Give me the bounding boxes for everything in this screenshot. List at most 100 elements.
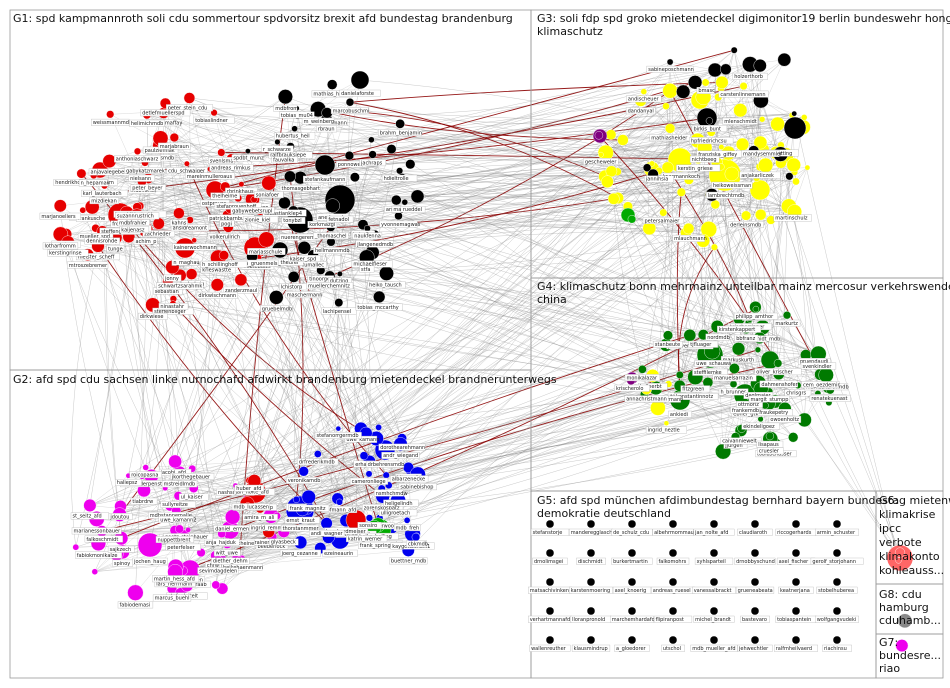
node-g4 bbox=[663, 420, 670, 426]
label-box bbox=[301, 117, 335, 125]
node-label-g2: nuppettbrent bbox=[155, 536, 194, 543]
label-box bbox=[711, 181, 753, 189]
label-box bbox=[271, 156, 299, 164]
node-g4 bbox=[638, 364, 647, 374]
node-g3 bbox=[676, 84, 691, 99]
node-label-g3: birkis_bunt bbox=[691, 125, 728, 132]
node-label-g5: claudiaroth bbox=[737, 528, 773, 536]
node-g2 bbox=[375, 424, 382, 431]
node-g3 bbox=[735, 137, 750, 152]
node-label-g5: stefanstorje bbox=[530, 528, 570, 536]
node-label-g5: jan_nolte_afd bbox=[693, 528, 735, 536]
label-box bbox=[129, 119, 165, 127]
node-label-g5: keatnerjana bbox=[778, 586, 814, 594]
node-label-g4: cem_oezdemir bbox=[801, 381, 840, 388]
label-box bbox=[690, 644, 738, 652]
node-label-g2: nsmhchmdw bbox=[374, 489, 408, 497]
node-g3 bbox=[696, 107, 718, 129]
label-text: lotharfromm bbox=[45, 244, 76, 250]
edge bbox=[270, 302, 340, 516]
label-box bbox=[247, 248, 286, 256]
label-text: muellerchemnitz bbox=[308, 283, 350, 289]
node-label-g1: marjanoeliers bbox=[39, 212, 81, 220]
edge bbox=[666, 62, 681, 375]
label-text: veronikamdb bbox=[288, 478, 321, 484]
node-g5 bbox=[750, 577, 760, 587]
node-g1 bbox=[379, 265, 394, 281]
edge bbox=[141, 170, 281, 251]
node-g2 bbox=[142, 464, 149, 471]
label-box bbox=[42, 242, 79, 250]
node-label-g4: fitzgreen bbox=[680, 385, 711, 393]
node-g1 bbox=[245, 148, 251, 154]
label-text: hellmannmdb bbox=[315, 248, 350, 254]
node-label-g4: uwe_schauwa bbox=[694, 360, 731, 367]
node-g1 bbox=[238, 181, 245, 188]
label-box bbox=[142, 230, 175, 238]
node-g5 bbox=[750, 606, 760, 616]
label-text: anja_hajduk bbox=[206, 540, 236, 546]
label-box bbox=[612, 586, 652, 594]
title-layer: G1: spd kampmannroth soli cdu sommertour… bbox=[13, 12, 950, 649]
label-box bbox=[728, 221, 764, 229]
label-box bbox=[383, 499, 419, 507]
node-g5 bbox=[709, 519, 719, 529]
node-label-g1: achim_p bbox=[133, 237, 158, 245]
node-g5 bbox=[668, 577, 678, 587]
node-label-g4: lisapaus bbox=[756, 440, 784, 448]
group-title-g5: G5: afd spd münchen afdimbundestag bernh… bbox=[537, 494, 950, 520]
edge bbox=[371, 64, 751, 141]
label-text: ninastahr bbox=[160, 304, 185, 310]
edge bbox=[706, 209, 793, 231]
edge bbox=[249, 61, 671, 481]
node-label-g4: kirstenkappert bbox=[717, 325, 762, 333]
node-g3 bbox=[801, 114, 808, 121]
node-label-g1: tobiaslindner bbox=[193, 116, 235, 124]
label-text: dahmenshofer bbox=[761, 382, 798, 388]
label-text: rbrinkhaus bbox=[227, 189, 254, 195]
node-g4 bbox=[729, 363, 740, 374]
node-label-g1: pogi bbox=[219, 220, 235, 227]
label-text: marianessonbauer bbox=[74, 529, 122, 535]
label-text: lchistorp bbox=[281, 285, 303, 291]
label-text: markurtz bbox=[775, 321, 798, 327]
edge bbox=[172, 266, 704, 335]
label-text: zachrieder bbox=[144, 231, 171, 237]
label-box bbox=[152, 575, 200, 583]
node-label-g5: gerolf_storjohann bbox=[810, 557, 864, 565]
label-text: nordmdb bbox=[707, 335, 730, 341]
node-label-g1: tobias_mccarthy bbox=[355, 303, 403, 311]
node-label-g2: daniel_ermen bbox=[213, 525, 252, 532]
node-label-g1: kaiser_spd bbox=[288, 255, 321, 262]
label-box bbox=[89, 197, 119, 205]
edge bbox=[119, 96, 286, 216]
node-label-g1: yvonnemagwas bbox=[379, 220, 421, 228]
node-label-g5: falkomohrs bbox=[656, 557, 690, 565]
label-text: annachristmann bbox=[626, 397, 667, 403]
label-text: jehwechtler bbox=[738, 646, 769, 652]
node-g1 bbox=[287, 271, 300, 283]
label-box bbox=[84, 237, 120, 245]
node-g2 bbox=[91, 568, 99, 575]
label-text: falkomohrs bbox=[659, 559, 687, 565]
label-box bbox=[285, 291, 321, 299]
label-text: oliver_krischer bbox=[756, 369, 793, 375]
label-text: karriejaengel bbox=[337, 532, 370, 538]
edge bbox=[101, 473, 370, 532]
label-text: sabineposchmann bbox=[648, 67, 694, 73]
label-box bbox=[81, 189, 129, 197]
edge bbox=[388, 363, 779, 486]
edge bbox=[67, 242, 173, 268]
label-text: svenkindler bbox=[803, 364, 833, 370]
node-label-g5: wallenreuther bbox=[529, 644, 571, 652]
node-label-g2: stefanorrgermdb bbox=[314, 432, 362, 439]
node-g5 bbox=[709, 635, 719, 645]
label-text: franziska_giffey bbox=[698, 152, 737, 158]
label-text: bbfranz bbox=[736, 336, 755, 342]
edge bbox=[369, 171, 612, 462]
label-text: margit_stumpp bbox=[751, 397, 789, 403]
node-g5 bbox=[791, 519, 801, 529]
node-label-g1: gruebelmdb bbox=[260, 305, 293, 312]
label-box bbox=[172, 243, 217, 251]
label-text: hpfriedrichcsu bbox=[691, 138, 727, 144]
